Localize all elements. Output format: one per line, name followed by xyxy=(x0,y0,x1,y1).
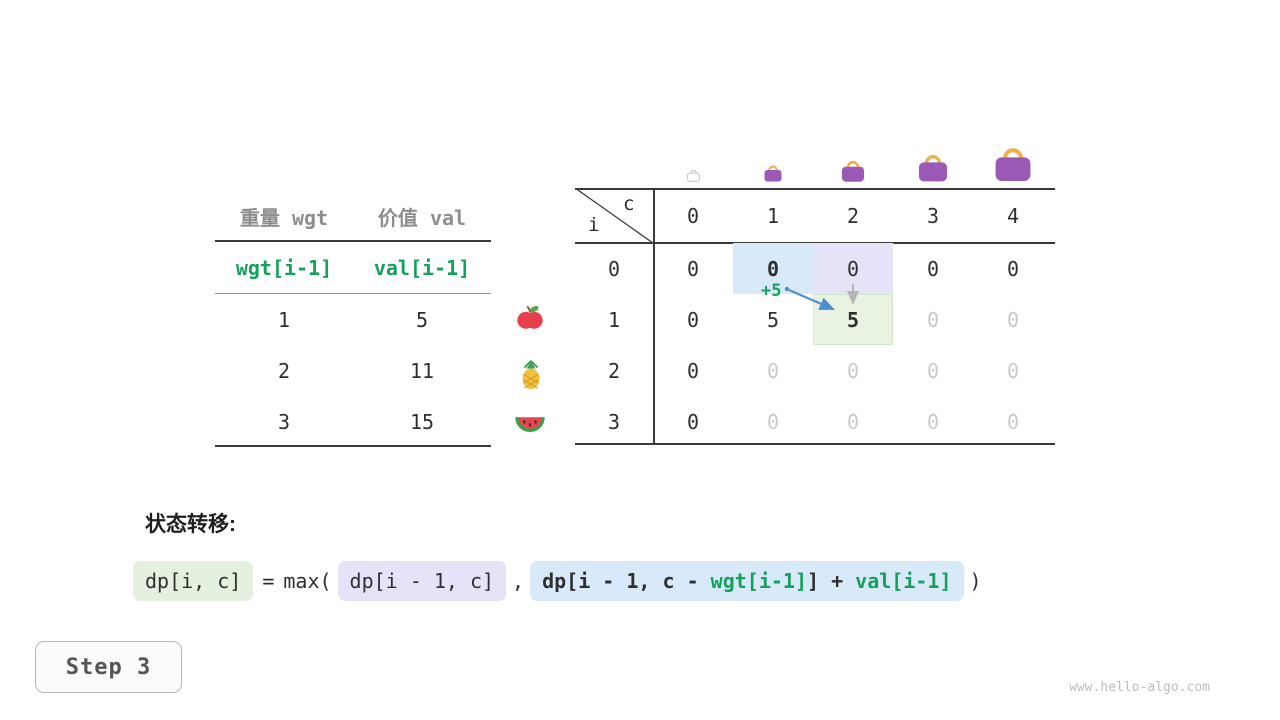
wgt-formula-cell: wgt[i-1] xyxy=(235,256,333,280)
bag-icon-capacity-1 xyxy=(763,162,783,183)
corner-capacity-label: c xyxy=(623,193,635,215)
item-3-weight: 3 xyxy=(277,410,291,434)
dp-table-top-rule xyxy=(575,188,1055,190)
dp-cell-1-4: 0 xyxy=(1006,307,1020,332)
bag-icon-capacity-2 xyxy=(840,157,866,183)
dp-cell-2-2: 0 xyxy=(846,358,860,383)
dp-cell-3-3: 0 xyxy=(926,409,940,434)
val-formula-cell: val[i-1] xyxy=(373,256,471,280)
dp-cell-0-2: 0 xyxy=(813,243,893,294)
dp-cell-3-1: 0 xyxy=(766,409,780,434)
item-1-value: 5 xyxy=(415,308,429,332)
bag-icon-capacity-3 xyxy=(916,150,950,183)
item-row-3: 3 15 xyxy=(215,396,491,448)
dp-cell-2-0: 0 xyxy=(686,358,700,383)
state-transition-formula: dp[i, c] = max( dp[i - 1, c] , dp[i - 1,… xyxy=(133,559,988,603)
dp-cell-3-2: 0 xyxy=(846,409,860,434)
formula-close-paren: ) xyxy=(969,569,982,593)
dp-cell-3-4: 0 xyxy=(1006,409,1020,434)
pineapple-icon xyxy=(516,360,546,390)
term2-prefix: dp[i - 1, c - xyxy=(542,569,711,593)
item-3-value: 15 xyxy=(409,410,435,434)
col-header-0: 0 xyxy=(686,203,700,228)
dp-cell-1-1: 5 xyxy=(766,307,780,332)
item-1-weight: 1 xyxy=(277,308,291,332)
term2-val: val[i-1] xyxy=(855,569,952,593)
step-badge: Step 3 xyxy=(35,641,182,693)
dp-cell-2-3: 0 xyxy=(926,358,940,383)
col-header-4: 4 xyxy=(1006,203,1020,228)
formula-term2-chip: dp[i - 1, c - wgt[i-1]] + val[i-1] xyxy=(530,561,964,601)
apple-icon xyxy=(515,303,545,333)
corner-item-label: i xyxy=(588,214,600,236)
formula-comma: , xyxy=(512,569,525,593)
dp-cell-0-0: 0 xyxy=(686,256,700,281)
row-header-0: 0 xyxy=(607,256,621,281)
site-watermark: www.hello-algo.com xyxy=(1069,680,1210,695)
dp-cell-0-4: 0 xyxy=(1006,256,1020,281)
dp-cell-1-3: 0 xyxy=(926,307,940,332)
items-table-mid-rule xyxy=(215,293,491,294)
dp-cell-0-1: 0 xyxy=(733,243,813,294)
col-header-2: 2 xyxy=(846,203,860,228)
formula-lhs-chip: dp[i, c] xyxy=(133,561,254,601)
dp-cell-0-3: 0 xyxy=(926,256,940,281)
dp-table-vertical-rule xyxy=(653,188,655,445)
dp-cell-3-0: 0 xyxy=(686,409,700,434)
state-transition-label: 状态转移: xyxy=(145,513,236,536)
items-table-formula-row: wgt[i-1] val[i-1] xyxy=(215,242,491,294)
term2-mid: ] + xyxy=(807,569,856,593)
watermelon-icon xyxy=(515,406,545,436)
item-row-2: 2 11 xyxy=(215,345,491,397)
items-table-header-rule xyxy=(215,240,491,242)
value-column-header: 价值 val xyxy=(377,205,467,230)
dp-table-bottom-rule xyxy=(575,443,1055,445)
empty-bag-icon xyxy=(686,167,701,183)
term2-wgt: wgt[i-1] xyxy=(710,569,807,593)
item-2-weight: 2 xyxy=(277,359,291,383)
items-table-header-row: 重量 wgt 价值 val xyxy=(215,190,491,242)
row-header-2: 2 xyxy=(607,358,621,383)
row-header-3: 3 xyxy=(607,409,621,434)
dp-cell-1-0: 0 xyxy=(686,307,700,332)
plus-value-annotation: +5 xyxy=(761,281,782,301)
col-header-3: 3 xyxy=(926,203,940,228)
dp-cell-1-2: 5 xyxy=(813,294,893,345)
col-header-1: 1 xyxy=(766,203,780,228)
formula-max-open: max( xyxy=(283,569,332,593)
items-table: 重量 wgt 价值 val wgt[i-1] val[i-1] 1 5 2 11… xyxy=(215,190,491,447)
bag-icon-capacity-4 xyxy=(991,142,1035,183)
dp-cell-2-1: 0 xyxy=(766,358,780,383)
formula-term1-chip: dp[i - 1, c] xyxy=(337,561,507,601)
dp-table: c i 0 1 2 3 4 0 1 2 3 0 0 0 0 0 0 5 5 0 … xyxy=(575,188,1055,445)
dp-table-header-rule xyxy=(575,242,1055,244)
weight-column-header: 重量 wgt xyxy=(239,205,329,230)
item-2-value: 11 xyxy=(409,359,435,383)
items-table-bottom-rule xyxy=(215,445,491,447)
row-header-1: 1 xyxy=(607,307,621,332)
corner-diagonal-line xyxy=(575,188,653,243)
dp-cell-2-4: 0 xyxy=(1006,358,1020,383)
formula-equals: = xyxy=(262,569,275,593)
item-row-1: 1 5 xyxy=(215,294,491,346)
